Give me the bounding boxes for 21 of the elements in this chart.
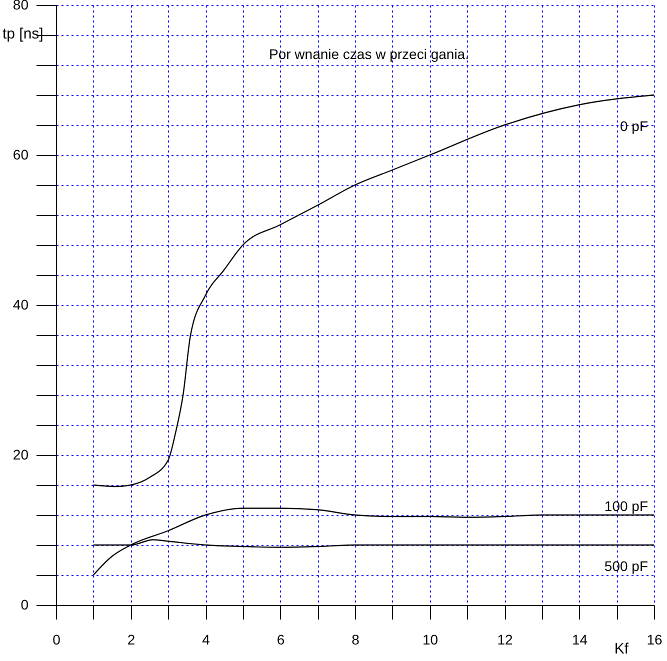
y-tick-label: 0 (20, 596, 29, 612)
x-tick-label: 12 (497, 632, 513, 648)
series-label: 0 pF (620, 118, 648, 134)
y-axis-title: tp [ns] (2, 26, 44, 42)
x-tick-label: 10 (422, 632, 438, 648)
x-tick-label: 6 (276, 632, 285, 648)
x-tick-label: 16 (646, 632, 662, 648)
x-tick-label: 8 (352, 632, 360, 648)
x-tick-label: 2 (127, 632, 136, 648)
series-label: 500 pF (604, 558, 648, 574)
x-tick-label: 14 (572, 632, 588, 648)
y-tick-label: 20 (12, 446, 29, 462)
series-label: 100 pF (604, 498, 648, 514)
x-tick-label: 4 (202, 632, 210, 648)
x-axis-title: Kf (614, 640, 630, 658)
y-tick-label: 80 (12, 0, 29, 12)
y-tick-label: 40 (12, 296, 29, 312)
text: Por wnanie czas w przeci gania. (269, 46, 469, 62)
line-series (92, 94, 655, 488)
y-tick-label: 60 (12, 146, 29, 162)
x-tick-label: 0 (52, 632, 61, 648)
